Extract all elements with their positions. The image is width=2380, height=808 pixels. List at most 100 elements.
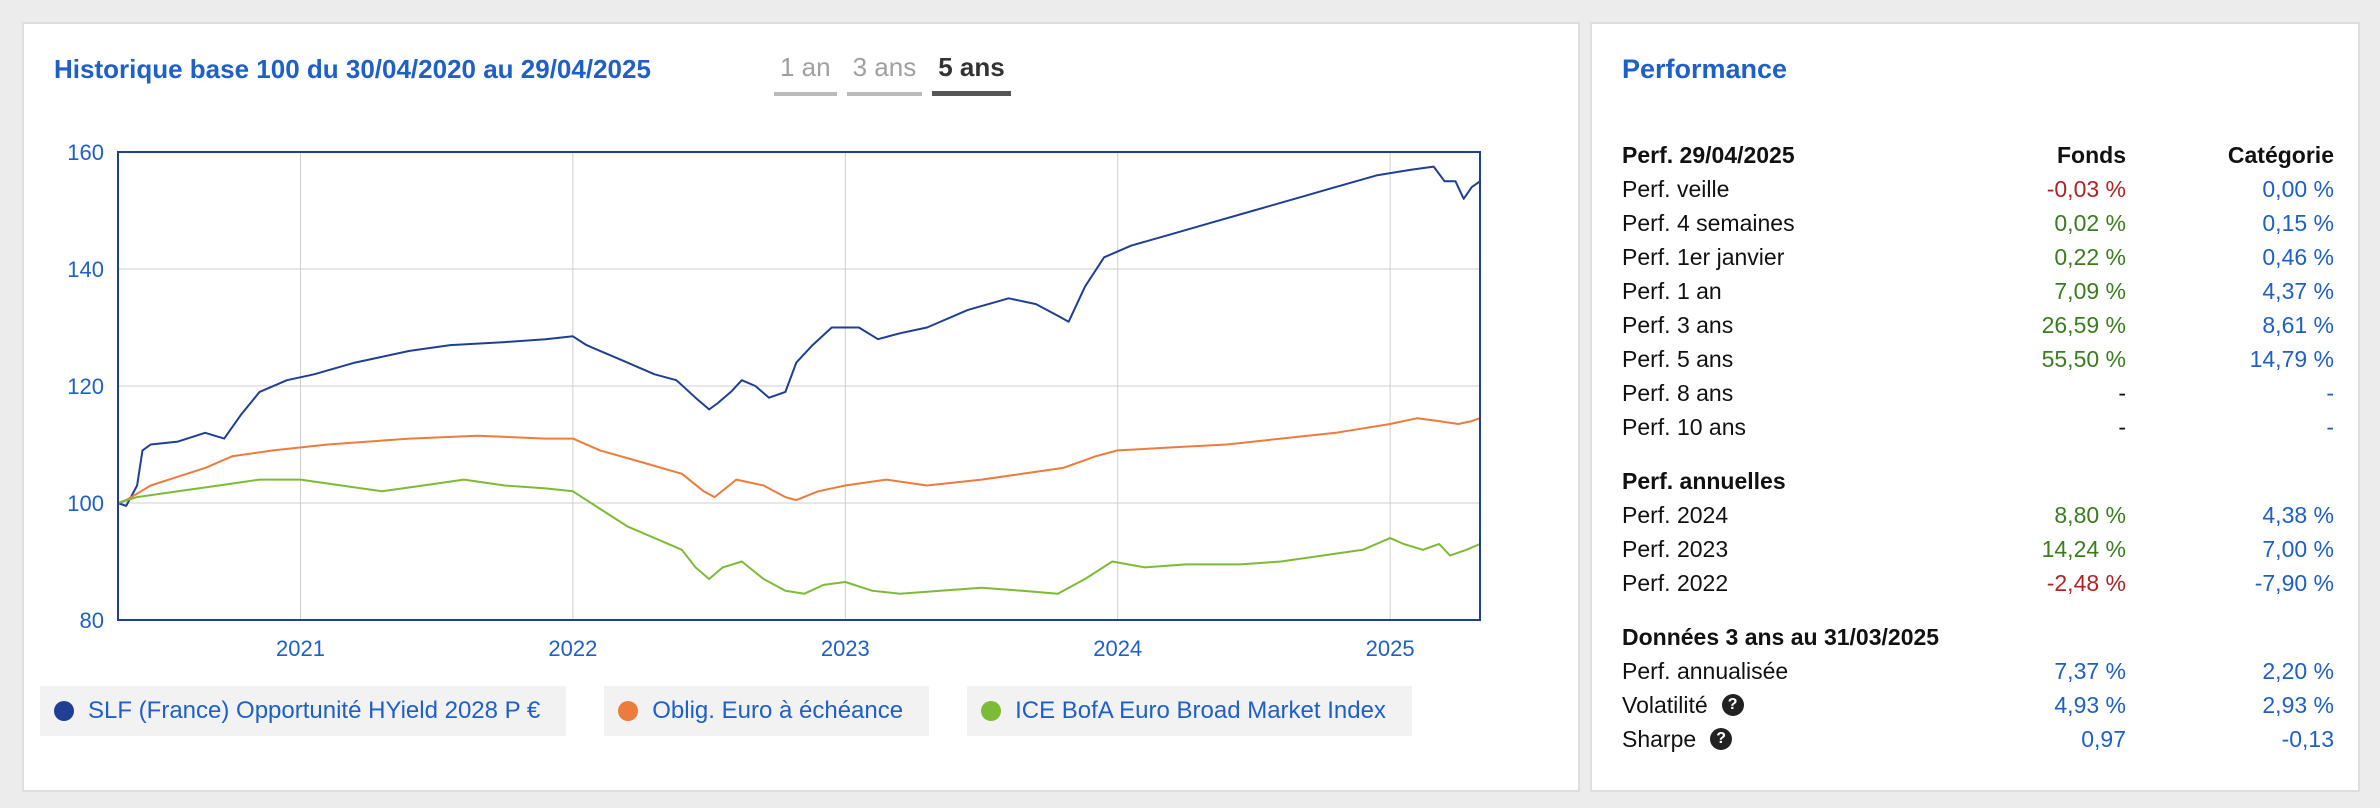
fonds-value: - bbox=[2118, 413, 2126, 440]
perf-row-label-text: Volatilité bbox=[1622, 691, 1708, 718]
legend-item-2[interactable]: Oblig. Euro à échéance bbox=[604, 686, 930, 736]
perf-row-label: Perf. 2024 bbox=[1622, 502, 1996, 529]
categorie-value: 0,00 % bbox=[2262, 175, 2334, 202]
series-line-3 bbox=[117, 478, 1481, 595]
perf-row-label: Perf. 2022 bbox=[1622, 570, 1996, 597]
fonds-header: Fonds bbox=[2057, 141, 2126, 168]
perf-row-label: Perf. 1er janvier bbox=[1622, 244, 1996, 271]
perf-row: Perf. 1er janvier 0,22 % 0,46 % bbox=[1622, 240, 2334, 274]
perf-row-label: Perf. veille bbox=[1622, 176, 1996, 203]
legend-item-3[interactable]: ICE BofA Euro Broad Market Index bbox=[967, 686, 1412, 736]
perf-row: Perf. 3 ans 26,59 % 8,61 % bbox=[1622, 308, 2334, 342]
fonds-value: 0,02 % bbox=[2054, 209, 2126, 236]
perf-row-label-text: Sharpe bbox=[1622, 725, 1697, 752]
x-tick-label: 2024 bbox=[1093, 636, 1142, 661]
categorie-value: -0,13 bbox=[2281, 725, 2334, 752]
perf-row: Volatilité? 4,93 % 2,93 % bbox=[1622, 688, 2334, 722]
perf-row: Perf. annualisée 7,37 % 2,20 % bbox=[1622, 654, 2334, 688]
x-tick-label: 2022 bbox=[548, 636, 597, 661]
perf-row-label-text: Perf. 1 an bbox=[1622, 277, 1722, 304]
annual-section-title: Perf. annuelles bbox=[1622, 467, 1786, 494]
question-circle-icon[interactable]: ? bbox=[1721, 694, 1744, 716]
categorie-value: 0,46 % bbox=[2262, 243, 2334, 270]
perf-row-label: Volatilité? bbox=[1622, 692, 1996, 719]
legend-dot bbox=[981, 701, 1002, 721]
y-tick-label: 100 bbox=[67, 491, 104, 516]
fonds-value: 4,93 % bbox=[2054, 691, 2126, 718]
categorie-value: 4,37 % bbox=[2262, 277, 2334, 304]
categorie-value: - bbox=[2326, 413, 2334, 440]
fonds-value: -0,03 % bbox=[2046, 175, 2126, 202]
x-tick-label: 2021 bbox=[276, 636, 325, 661]
categorie-value: -7,90 % bbox=[2254, 569, 2334, 596]
categorie-value: 2,20 % bbox=[2262, 657, 2334, 684]
question-circle-icon[interactable]: ? bbox=[1710, 728, 1733, 750]
fonds-value: 55,50 % bbox=[2041, 345, 2126, 372]
fonds-value: 7,37 % bbox=[2054, 657, 2126, 684]
categorie-value: 4,38 % bbox=[2262, 501, 2334, 528]
perf-row-label: Perf. 3 ans bbox=[1622, 312, 1996, 339]
perf-row-label: Perf. 4 semaines bbox=[1622, 210, 1996, 237]
performance-title: Performance bbox=[1622, 54, 1788, 84]
categorie-value: 0,15 % bbox=[2262, 209, 2334, 236]
perf-row-label-text: Perf. 5 ans bbox=[1622, 345, 1734, 372]
legend-dot bbox=[618, 701, 639, 721]
categorie-value: - bbox=[2326, 379, 2334, 406]
fonds-value: -2,48 % bbox=[2046, 569, 2126, 596]
fonds-value: 0,97 bbox=[2081, 725, 2126, 752]
perf-row-label: Perf. annualisée bbox=[1622, 658, 1996, 685]
perf-row-label: Perf. 5 ans bbox=[1622, 346, 1996, 373]
chart-title: Historique base 100 du 30/04/2020 au 29/… bbox=[54, 54, 651, 84]
line-chart: 80 100 120 140 160 2021 2022 2023 2024 2025 bbox=[67, 140, 1481, 661]
legend-item-1[interactable]: SLF (France) Opportunité HYield 2028 P € bbox=[40, 686, 567, 736]
section-gap bbox=[1622, 600, 2334, 620]
risk-header-row: Données 3 ans au 31/03/2025 bbox=[1622, 620, 2334, 654]
tab-5-ans[interactable]: 5 ans bbox=[932, 48, 1011, 96]
series-line-2 bbox=[117, 417, 1481, 504]
perf-row-label-text: Perf. annualisée bbox=[1622, 657, 1789, 684]
perf-row: Perf. 8 ans - - bbox=[1622, 376, 2334, 410]
perf-row: Perf. veille -0,03 % 0,00 % bbox=[1622, 172, 2334, 206]
perf-row: Perf. 1 an 7,09 % 4,37 % bbox=[1622, 274, 2334, 308]
perf-row: Perf. 10 ans - - bbox=[1622, 410, 2334, 444]
legend-label: ICE BofA Euro Broad Market Index bbox=[1015, 697, 1386, 724]
perf-row-label-text: Perf. 8 ans bbox=[1622, 379, 1734, 406]
perf-row: Perf. 2023 14,24 % 7,00 % bbox=[1622, 532, 2334, 566]
perf-row-label-text: Perf. 3 ans bbox=[1622, 311, 1734, 338]
perf-row: Perf. 4 semaines 0,02 % 0,15 % bbox=[1622, 206, 2334, 240]
risk-section-title: Données 3 ans au 31/03/2025 bbox=[1622, 623, 1940, 650]
tab-3-ans[interactable]: 3 ans bbox=[846, 48, 923, 96]
fonds-value: 26,59 % bbox=[2041, 311, 2126, 338]
legend-label: Oblig. Euro à échéance bbox=[652, 697, 904, 724]
perf-row-label-text: Perf. 2022 bbox=[1622, 569, 1729, 596]
legend-label: SLF (France) Opportunité HYield 2028 P € bbox=[88, 697, 541, 724]
legend-dot bbox=[54, 701, 74, 721]
perf-row-label-text: Perf. 2023 bbox=[1622, 535, 1729, 562]
perf-row-label-text: Perf. 2024 bbox=[1622, 501, 1729, 528]
categorie-value: 7,00 % bbox=[2262, 535, 2334, 562]
y-tick-label: 140 bbox=[67, 257, 104, 282]
perf-row-label: Perf. 8 ans bbox=[1622, 380, 1996, 407]
plot-frame bbox=[117, 151, 1481, 621]
annual-header-row: Perf. annuelles bbox=[1622, 464, 2334, 498]
categorie-value: 14,79 % bbox=[2249, 345, 2334, 372]
categorie-header: Catégorie bbox=[2227, 141, 2334, 168]
perf-row: Sharpe? 0,97 -0,13 bbox=[1622, 722, 2334, 756]
y-tick-label: 160 bbox=[67, 140, 104, 165]
categorie-value: 8,61 % bbox=[2262, 311, 2334, 338]
perf-row-label-text: Perf. 1er janvier bbox=[1622, 243, 1785, 270]
tab-1-an[interactable]: 1 an bbox=[774, 48, 837, 96]
chart-legend: SLF (France) Opportunité HYield 2028 P €… bbox=[40, 686, 1412, 736]
section-gap bbox=[1622, 444, 2334, 464]
y-tick-label: 120 bbox=[67, 374, 104, 399]
perf-date-header: Perf. 29/04/2025 bbox=[1622, 141, 1795, 168]
y-tick-label: 80 bbox=[80, 608, 104, 633]
perf-row-label: Sharpe? bbox=[1622, 726, 1996, 753]
x-tick-label: 2023 bbox=[821, 636, 870, 661]
perf-header-row: Perf. 29/04/2025 Fonds Catégorie bbox=[1622, 138, 2334, 172]
performance-table: Perf. 29/04/2025 Fonds Catégorie Perf. veil… bbox=[1622, 138, 2334, 756]
series-line-1 bbox=[117, 165, 1481, 507]
perf-row: Perf. 2024 8,80 % 4,38 % bbox=[1622, 498, 2334, 532]
fonds-value: 0,22 % bbox=[2054, 243, 2126, 270]
fonds-value: 14,24 % bbox=[2041, 535, 2126, 562]
